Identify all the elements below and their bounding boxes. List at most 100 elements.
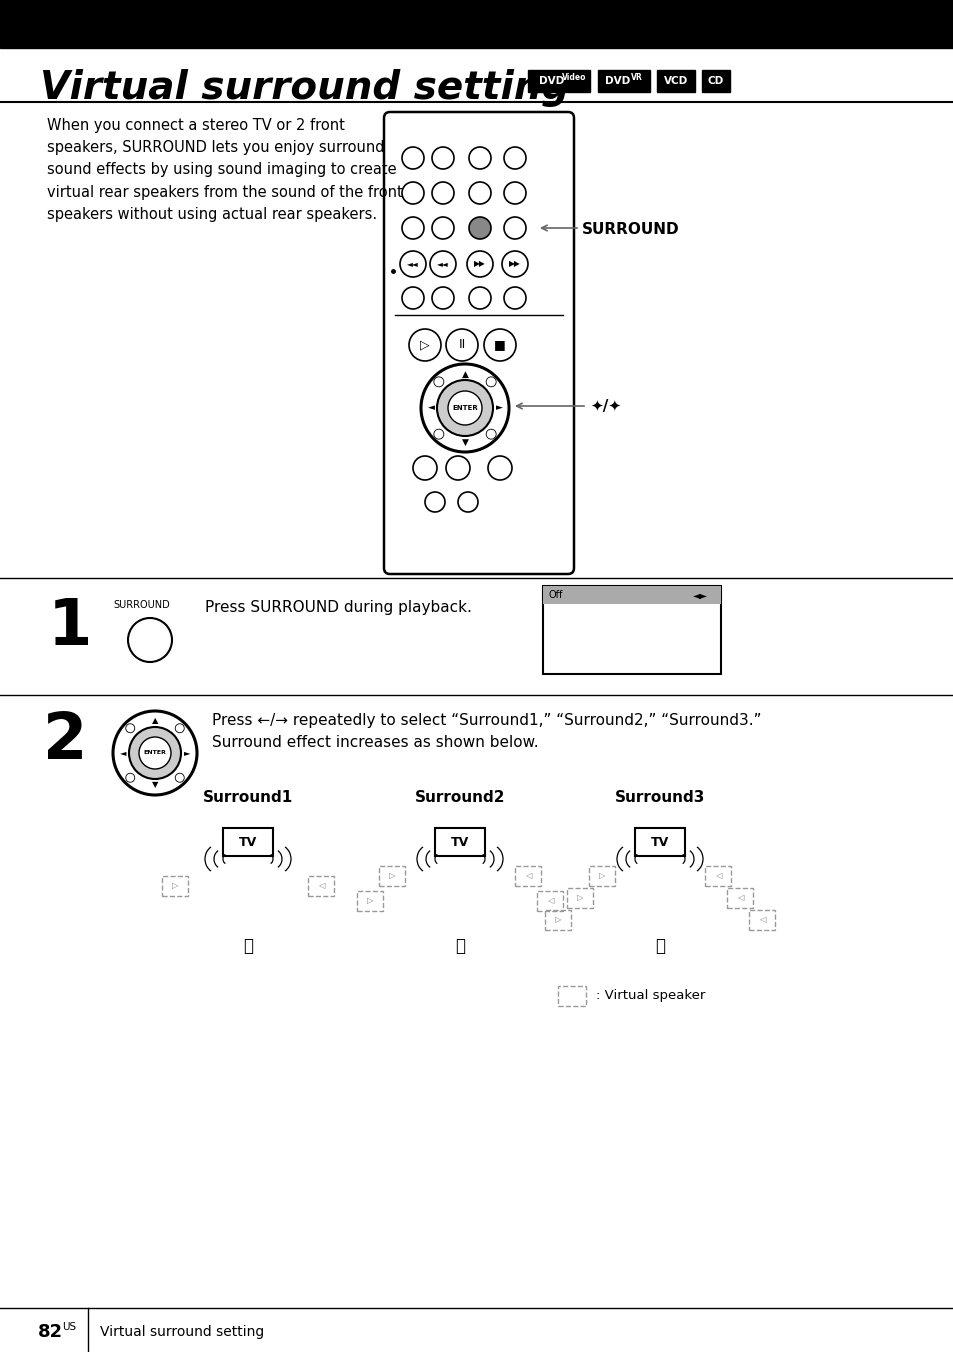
Bar — [527, 70, 589, 92]
Text: TV: TV — [238, 836, 257, 849]
Circle shape — [401, 147, 423, 169]
Circle shape — [488, 456, 512, 480]
Text: ▶▶: ▶▶ — [509, 260, 520, 269]
Text: ▷: ▷ — [366, 896, 373, 906]
Circle shape — [469, 218, 491, 239]
Text: II: II — [457, 338, 465, 352]
Circle shape — [432, 147, 454, 169]
Text: ◁: ◁ — [317, 882, 324, 891]
Text: ▷: ▷ — [172, 882, 178, 891]
Text: ENTER: ENTER — [452, 406, 477, 411]
Bar — [598, 70, 649, 92]
Circle shape — [432, 218, 454, 239]
Text: 2: 2 — [43, 710, 88, 772]
FancyBboxPatch shape — [384, 112, 574, 575]
Text: ►: ► — [184, 749, 190, 757]
Circle shape — [432, 287, 454, 310]
Text: ▲: ▲ — [461, 369, 468, 379]
Circle shape — [413, 456, 436, 480]
Text: VR: VR — [631, 73, 642, 82]
Text: DVD: DVD — [604, 76, 630, 87]
Circle shape — [486, 377, 496, 387]
Circle shape — [446, 329, 477, 361]
Text: DVD: DVD — [538, 76, 563, 87]
Text: 82: 82 — [38, 1324, 63, 1341]
Text: ▶▶: ▶▶ — [474, 260, 485, 269]
Circle shape — [112, 711, 196, 795]
Circle shape — [129, 727, 181, 779]
Circle shape — [128, 618, 172, 662]
Bar — [657, 70, 695, 92]
Text: : Virtual speaker: : Virtual speaker — [596, 990, 704, 1002]
Text: TV: TV — [650, 836, 668, 849]
Text: 📺: 📺 — [655, 937, 664, 955]
Text: Off: Off — [548, 589, 563, 600]
Bar — [0, 0, 953, 49]
Text: ◁: ◁ — [524, 872, 531, 880]
Circle shape — [432, 183, 454, 204]
Text: TV: TV — [451, 836, 469, 849]
Circle shape — [420, 364, 509, 452]
Bar — [542, 585, 720, 604]
Text: SURROUND: SURROUND — [581, 223, 679, 238]
Text: Surround effect increases as shown below.: Surround effect increases as shown below… — [212, 735, 538, 750]
Circle shape — [401, 183, 423, 204]
Circle shape — [139, 737, 171, 769]
Text: ▲: ▲ — [152, 717, 158, 726]
Circle shape — [175, 773, 184, 783]
Circle shape — [501, 251, 527, 277]
Circle shape — [503, 147, 525, 169]
Circle shape — [436, 380, 493, 435]
Text: ◁: ◁ — [714, 872, 720, 880]
Bar — [635, 827, 684, 856]
Circle shape — [399, 251, 426, 277]
Text: ▼: ▼ — [152, 780, 158, 790]
Text: Virtual surround setting: Virtual surround setting — [40, 69, 569, 107]
Bar — [435, 827, 484, 856]
Circle shape — [401, 218, 423, 239]
Text: ◁: ◁ — [758, 915, 764, 925]
Text: ◄: ◄ — [427, 403, 434, 412]
Text: ✦/✦: ✦/✦ — [589, 399, 620, 414]
Text: ◁: ◁ — [736, 894, 742, 903]
Circle shape — [446, 456, 470, 480]
Text: ▷: ▷ — [388, 872, 395, 880]
Bar — [223, 827, 273, 856]
Text: ▼: ▼ — [461, 438, 468, 446]
Text: ◄◄: ◄◄ — [436, 260, 449, 269]
Text: ▷: ▷ — [419, 338, 430, 352]
Bar — [542, 585, 720, 675]
Text: CD: CD — [707, 76, 723, 87]
Circle shape — [469, 287, 491, 310]
Circle shape — [448, 391, 481, 425]
Circle shape — [434, 377, 443, 387]
Circle shape — [483, 329, 516, 361]
Circle shape — [486, 429, 496, 439]
Text: ◁: ◁ — [546, 896, 553, 906]
Text: ENTER: ENTER — [143, 750, 166, 756]
Text: US: US — [62, 1322, 76, 1332]
Circle shape — [469, 183, 491, 204]
Text: ▷: ▷ — [577, 894, 582, 903]
Text: ■: ■ — [494, 338, 505, 352]
Text: ►: ► — [495, 403, 502, 412]
Text: Video: Video — [561, 73, 586, 82]
Circle shape — [467, 251, 493, 277]
Text: ◄►: ◄► — [692, 589, 707, 600]
Text: 📺: 📺 — [243, 937, 253, 955]
Text: ◄◄: ◄◄ — [407, 260, 418, 269]
Text: ▷: ▷ — [554, 915, 560, 925]
Circle shape — [401, 287, 423, 310]
Text: ▷: ▷ — [598, 872, 604, 880]
Text: Surround2: Surround2 — [415, 790, 505, 804]
Circle shape — [469, 147, 491, 169]
Text: Virtual surround setting: Virtual surround setting — [100, 1325, 264, 1338]
Circle shape — [503, 218, 525, 239]
Circle shape — [503, 183, 525, 204]
Circle shape — [503, 287, 525, 310]
Circle shape — [126, 723, 134, 733]
Circle shape — [409, 329, 440, 361]
Text: Press ←/→ repeatedly to select “Surround1,” “Surround2,” “Surround3.”: Press ←/→ repeatedly to select “Surround… — [212, 713, 760, 727]
Circle shape — [457, 492, 477, 512]
Text: ◄: ◄ — [120, 749, 126, 757]
